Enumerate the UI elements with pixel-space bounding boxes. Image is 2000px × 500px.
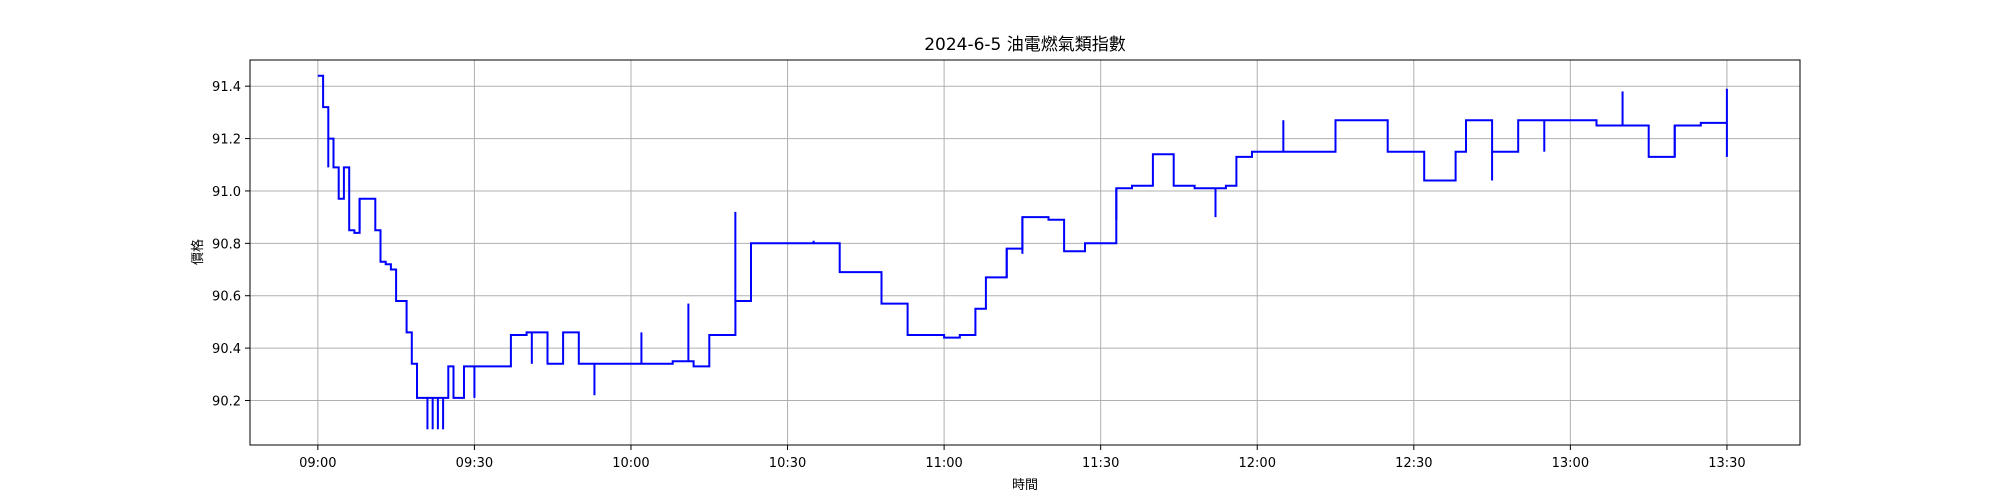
y-tick-label: 91.4 <box>212 80 241 95</box>
y-tick-label: 90.4 <box>212 342 241 357</box>
x-axis-label: 時間 <box>1012 478 1038 493</box>
chart-title: 2024-6-5 油電燃氣類指數 <box>924 35 1126 55</box>
series-layer <box>317 74 1728 430</box>
grid-layer <box>250 60 1800 445</box>
tick-layer: 09:00 09:30 10:00 10:30 11:00 11:30 12:00 12:30… <box>212 80 1746 471</box>
y-tick-label: 91.2 <box>212 133 241 148</box>
x-tick-label: 10:00 <box>612 456 649 471</box>
plot-frame <box>249 59 1801 446</box>
x-tick-label: 11:00 <box>925 456 962 471</box>
x-tick-label: 09:00 <box>299 456 336 471</box>
x-tick-label: 11:30 <box>1082 456 1119 471</box>
y-tick-label: 90.8 <box>212 237 241 252</box>
x-tick-label: 10:30 <box>769 456 806 471</box>
series-line <box>317 74 1728 399</box>
x-tick-label: 13:00 <box>1552 456 1589 471</box>
x-tick-label: 09:30 <box>456 456 493 471</box>
y-axis-label: 價格 <box>190 239 206 265</box>
x-tick-label: 12:00 <box>1239 456 1276 471</box>
x-tick-label: 13:30 <box>1708 456 1745 471</box>
y-tick-label: 90.2 <box>212 394 241 409</box>
x-tick-label: 12:30 <box>1395 456 1432 471</box>
y-tick-label: 91.0 <box>212 185 241 200</box>
y-tick-label: 90.6 <box>212 290 241 305</box>
